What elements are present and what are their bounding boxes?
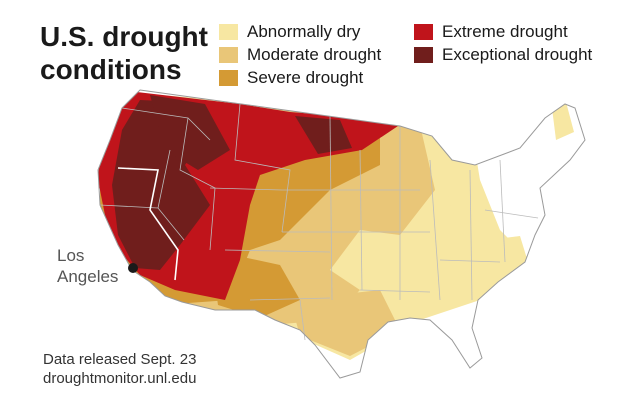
legend-swatch-abnormally-dry: [219, 23, 238, 40]
drought-area-abnormally-dry-northeast: [552, 102, 574, 140]
legend-swatch-exceptional-drought: [414, 46, 433, 63]
drought-area-moderate-south: [290, 290, 400, 356]
legend-label-extreme-drought: Extreme drought: [442, 21, 568, 41]
us-outline: [97, 89, 586, 379]
legend-item-extreme-drought: Extreme drought: [414, 20, 592, 43]
legend-item-exceptional-drought: Exceptional drought: [414, 43, 592, 66]
drought-area-abnormally-dry-east-1: [488, 236, 528, 276]
legend-item-severe-drought: Severe drought: [219, 66, 381, 89]
drought-layer: [98, 90, 574, 360]
drought-area-abnormally-dry-east-2: [428, 196, 458, 242]
california-border: [117, 167, 179, 281]
drought-area-exceptional-montana: [295, 116, 352, 154]
los-angeles-label: Los Angeles: [57, 245, 118, 287]
footer-source: Data released Sept. 23 droughtmonitor.un…: [43, 350, 196, 388]
los-angeles-label-line2: Angeles: [57, 267, 119, 286]
los-angeles-marker: [128, 263, 138, 273]
footer-date: Data released Sept. 23: [43, 351, 197, 368]
legend-label-severe-drought: Severe drought: [247, 67, 364, 87]
legend-item-abnormally-dry: Abnormally dry: [219, 20, 381, 43]
legend-column-1: Abnormally dry Moderate drought Severe d…: [219, 20, 381, 89]
map-title-line2: conditions: [40, 54, 182, 85]
map-title-line1: U.S. drought: [40, 21, 208, 52]
legend-item-moderate-drought: Moderate drought: [219, 43, 381, 66]
footer-url: droughtmonitor.unl.edu: [43, 370, 197, 387]
los-angeles-label-line1: Los: [57, 246, 85, 265]
legend-swatch-severe-drought: [219, 69, 238, 86]
legend-label-moderate-drought: Moderate drought: [247, 44, 382, 64]
legend-label-abnormally-dry: Abnormally dry: [247, 21, 361, 41]
legend-swatch-moderate-drought: [219, 46, 238, 63]
legend-column-2: Extreme drought Exceptional drought: [414, 20, 592, 66]
legend-swatch-extreme-drought: [414, 23, 433, 40]
map-title: U.S. drought conditions: [40, 20, 208, 86]
legend-label-exceptional-drought: Exceptional drought: [442, 44, 593, 64]
state-borders: [99, 103, 539, 341]
